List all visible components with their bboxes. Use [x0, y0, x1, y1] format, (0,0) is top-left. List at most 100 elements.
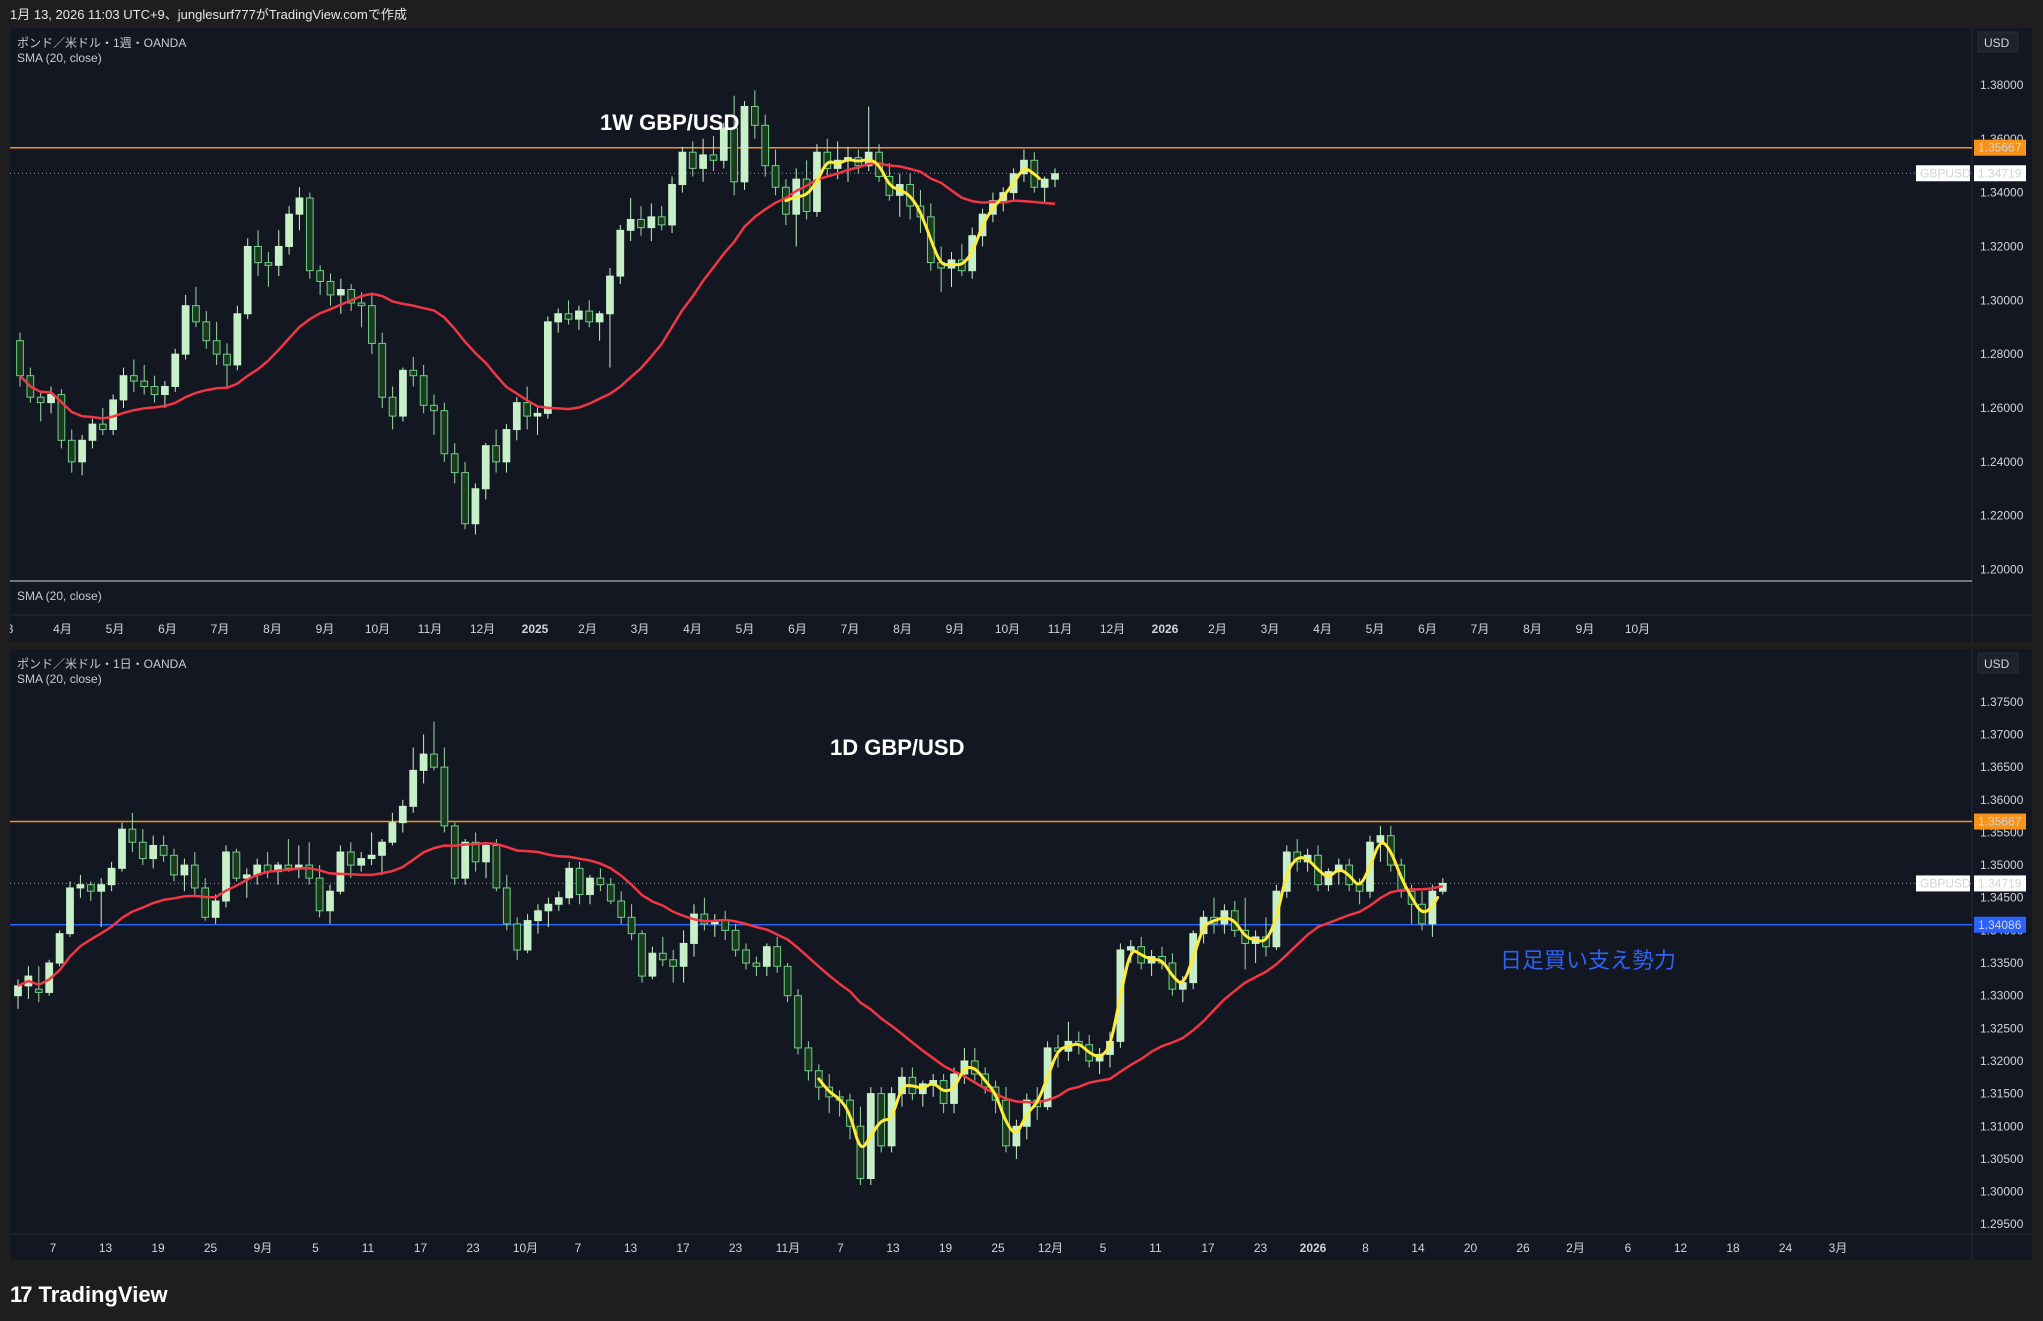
candle-body: [482, 845, 490, 863]
daily-chart-pane[interactable]: USD 1.37500 1.37000 1.36500 1.36000 1.35500 1.…: [10, 649, 2032, 1260]
time-tick-label: 6月: [158, 622, 177, 636]
candle: [709, 136, 718, 172]
time-tick-label: 23: [729, 1241, 743, 1255]
weekly-chart-canvas[interactable]: USD1.380001.360001.340001.320001.300001.…: [10, 28, 2032, 642]
candle: [647, 203, 656, 242]
candle-body: [690, 913, 698, 944]
candle: [937, 246, 946, 293]
price-axis-bg: [1972, 28, 2032, 642]
candle-body: [326, 890, 334, 912]
tradingview-logo[interactable]: 17 TradingView: [10, 1280, 168, 1310]
candle: [657, 206, 666, 231]
weekly-chart-pane[interactable]: USD 1.38000 1.36000 1.34000 1.32000 1.30000 1.…: [10, 28, 2032, 642]
candle: [88, 418, 97, 449]
candle-body: [648, 952, 657, 977]
candle: [253, 858, 262, 885]
candle: [970, 1047, 979, 1081]
candle-body: [181, 305, 190, 355]
candle: [378, 838, 386, 875]
candle: [1293, 838, 1302, 872]
candle-body: [657, 216, 666, 226]
candle: [792, 168, 801, 247]
price-tick-label: 1.28000: [1980, 347, 2024, 361]
candle-body: [731, 929, 740, 951]
candle-body: [232, 851, 241, 879]
candle-body: [730, 127, 739, 183]
candle: [66, 881, 74, 937]
candle: [554, 891, 563, 911]
candle-body: [140, 380, 149, 387]
candle-body: [544, 903, 553, 912]
symbol-tag-bg: [1916, 165, 1970, 182]
candle-body: [616, 229, 625, 277]
candle-body: [512, 402, 521, 431]
candle-body: [575, 310, 583, 320]
candle-body: [55, 933, 64, 964]
weekly-sub-pane-legend: SMA (20, close): [17, 589, 102, 603]
candle: [97, 878, 106, 928]
candle-body: [336, 289, 345, 296]
support-annotation: 日足買い支え勢力: [1500, 948, 1677, 973]
sma-line: [17, 841, 1444, 1104]
candle: [285, 206, 293, 255]
price-tick-label: 1.30000: [1980, 1185, 2024, 1199]
candle: [502, 874, 511, 931]
candle: [616, 224, 625, 285]
daily-chart-canvas[interactable]: USD1.375001.370001.365001.360001.355001.…: [10, 649, 2032, 1260]
candle-body: [388, 822, 397, 843]
candle-body: [564, 313, 573, 320]
candle: [783, 963, 792, 1003]
candle: [512, 397, 521, 441]
candle-body: [368, 305, 376, 344]
candle-body: [159, 845, 168, 856]
candle: [626, 198, 635, 242]
daily-chart-title: 1D GBP/USD: [830, 735, 965, 760]
candle-body: [471, 841, 480, 863]
candle-body: [419, 753, 428, 771]
candle-body: [98, 423, 107, 431]
candle: [1051, 168, 1059, 188]
candle: [771, 149, 780, 196]
candle: [637, 206, 645, 236]
candle-body: [1012, 1125, 1021, 1147]
candle-body: [440, 766, 449, 827]
candle: [430, 394, 438, 435]
candle: [844, 146, 852, 182]
time-tick-label: 5月: [1366, 622, 1385, 636]
candle: [617, 891, 626, 924]
candle: [523, 386, 532, 430]
candle: [295, 187, 304, 231]
candle: [409, 356, 418, 387]
candle: [513, 917, 522, 960]
price-tick-label: 1.36000: [1980, 793, 2024, 807]
candle-body: [606, 275, 614, 315]
time-tick-label: 11月: [418, 622, 442, 636]
candle-body: [492, 445, 500, 463]
candle-body: [554, 897, 563, 905]
candle-body: [14, 985, 22, 997]
last-price-badge-bg: [1974, 875, 2026, 892]
candle-body: [129, 375, 138, 382]
candle-body: [66, 887, 74, 935]
candle: [575, 861, 584, 905]
candle: [47, 386, 55, 414]
candle-body: [36, 396, 45, 404]
time-tick-label: 10月: [1625, 622, 1650, 636]
candle-body: [742, 949, 750, 964]
candle-body: [34, 988, 43, 993]
candle-body: [242, 874, 251, 879]
candle-body: [78, 439, 86, 463]
candle-body: [223, 353, 231, 366]
candle-body: [1020, 159, 1028, 175]
time-tick-label: 2025: [522, 622, 549, 636]
candle: [534, 904, 542, 934]
time-tick-label: 10月: [365, 622, 390, 636]
candle-body: [149, 845, 158, 860]
candle-body: [180, 864, 189, 876]
candle-body: [1418, 903, 1426, 925]
candle-body: [202, 321, 211, 342]
time-tick-label: 9月: [316, 622, 335, 636]
candle: [565, 861, 574, 905]
candle-body: [254, 245, 262, 264]
time-tick-label: 19: [151, 1241, 165, 1255]
